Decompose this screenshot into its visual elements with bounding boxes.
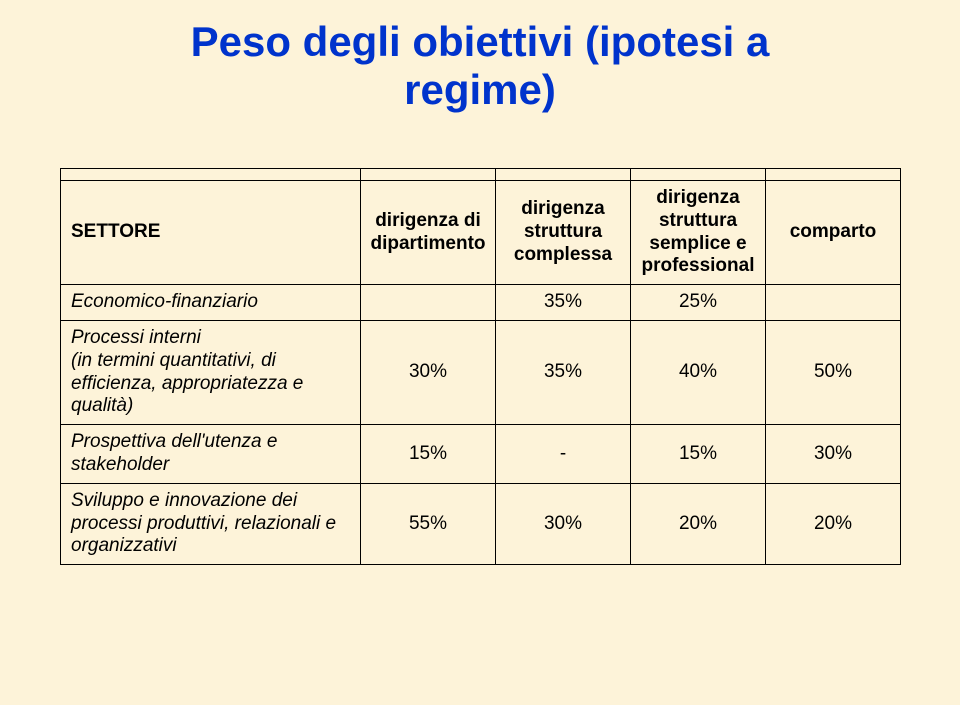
header-col3: dirigenza struttura semplice e professio… — [631, 181, 766, 285]
cell: - — [496, 425, 631, 484]
cell: 35% — [496, 320, 631, 424]
table-row: Sviluppo e innovazione dei processi prod… — [61, 483, 901, 564]
table-row: Prospettiva dell'utenza e stakeholder 15… — [61, 425, 901, 484]
title-line1: Peso degli obiettivi (ipotesi a — [191, 18, 770, 65]
cell: 30% — [496, 483, 631, 564]
cell: 20% — [631, 483, 766, 564]
cell: 15% — [361, 425, 496, 484]
cell: 20% — [766, 483, 901, 564]
cell: 55% — [361, 483, 496, 564]
table-row: Economico-finanziario 35% 25% — [61, 285, 901, 321]
header-col1: dirigenza di dipartimento — [361, 181, 496, 285]
row-label: Economico-finanziario — [61, 285, 361, 321]
cell: 15% — [631, 425, 766, 484]
cell: 35% — [496, 285, 631, 321]
header-row: SETTORE dirigenza di dipartimento dirige… — [61, 181, 901, 285]
row-label: Prospettiva dell'utenza e stakeholder — [61, 425, 361, 484]
cell: 30% — [766, 425, 901, 484]
header-settore: SETTORE — [61, 181, 361, 285]
title-line2: regime) — [404, 66, 556, 113]
row-label: Processi interni(in termini quantitativi… — [61, 320, 361, 424]
cell — [766, 285, 901, 321]
table-row: Processi interni(in termini quantitativi… — [61, 320, 901, 424]
slide-title: Peso degli obiettivi (ipotesi a regime) — [0, 0, 960, 115]
spacer-row-top — [61, 169, 901, 181]
objectives-table: SETTORE dirigenza di dipartimento dirige… — [60, 168, 901, 565]
cell: 50% — [766, 320, 901, 424]
header-col4: comparto — [766, 181, 901, 285]
cell: 40% — [631, 320, 766, 424]
cell: 25% — [631, 285, 766, 321]
row-label: Sviluppo e innovazione dei processi prod… — [61, 483, 361, 564]
cell: 30% — [361, 320, 496, 424]
header-col2: dirigenza struttura complessa — [496, 181, 631, 285]
cell — [361, 285, 496, 321]
table-container: SETTORE dirigenza di dipartimento dirige… — [60, 168, 900, 565]
